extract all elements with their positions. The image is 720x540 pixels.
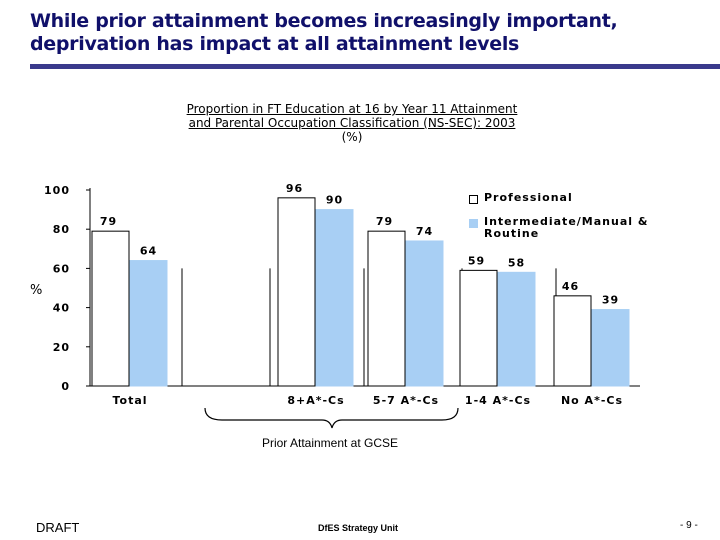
y-tick-label-60: 60 bbox=[53, 262, 70, 275]
footer-draft: DRAFT bbox=[36, 520, 80, 535]
data-label-professional-1: 96 bbox=[286, 182, 303, 195]
x-group-label: Prior Attainment at GCSE bbox=[261, 436, 399, 450]
chart-title-line-1: Proportion in FT Education at 16 by Year… bbox=[186, 102, 518, 116]
footer-page-number: - 9 - bbox=[680, 520, 698, 531]
data-label-professional-2: 79 bbox=[376, 215, 393, 228]
data-label-intermediate-4: 39 bbox=[602, 294, 619, 307]
chart-title: Proportion in FT Education at 16 by Year… bbox=[150, 102, 554, 144]
title-rule bbox=[30, 64, 720, 69]
bar-intermediate-3 bbox=[497, 271, 536, 387]
legend-label-intermediate: Intermediate/Manual & Routine bbox=[484, 215, 649, 240]
x-tick-label-2: 5-7 A*-Cs bbox=[373, 394, 439, 407]
legend-swatch-intermediate bbox=[469, 219, 478, 228]
bar-intermediate-4 bbox=[591, 309, 630, 387]
chart-title-line-3: (%) bbox=[341, 130, 363, 144]
bar-professional-2 bbox=[367, 230, 406, 387]
data-label-professional-3: 59 bbox=[468, 254, 485, 267]
slide-title-line-2: deprivation has impact at all attainment… bbox=[30, 33, 520, 55]
x-tick-label-0: Total bbox=[112, 394, 147, 407]
legend-label-professional: Professional bbox=[484, 191, 573, 204]
data-label-professional-0: 79 bbox=[100, 215, 117, 228]
data-label-intermediate-3: 58 bbox=[508, 256, 525, 269]
x-tick-label-1: 8+A*-Cs bbox=[287, 394, 344, 407]
data-label-professional-4: 46 bbox=[562, 280, 579, 293]
chart-legend: Professional Intermediate/Manual & Routi… bbox=[455, 188, 655, 242]
bar-intermediate-0 bbox=[129, 260, 168, 387]
y-tick-label-20: 20 bbox=[53, 341, 70, 354]
bar-professional-1 bbox=[277, 197, 316, 387]
data-label-intermediate-1: 90 bbox=[326, 194, 343, 207]
bar-intermediate-1 bbox=[315, 209, 354, 387]
slide-title: While prior attainment becomes increasin… bbox=[30, 10, 690, 56]
footer-source: DfES Strategy Unit bbox=[318, 523, 399, 533]
y-tick-label-100: 100 bbox=[44, 184, 70, 197]
bar-professional-4 bbox=[553, 295, 592, 387]
bar-professional-3 bbox=[459, 269, 498, 387]
y-axis-label: % bbox=[30, 283, 42, 298]
bar-intermediate-2 bbox=[405, 240, 444, 387]
data-label-intermediate-0: 64 bbox=[140, 245, 157, 258]
x-tick-label-3: 1-4 A*-Cs bbox=[465, 394, 531, 407]
chart-title-line-2: and Parental Occupation Classification (… bbox=[188, 116, 516, 130]
y-tick-label-40: 40 bbox=[53, 302, 70, 315]
y-tick-label-80: 80 bbox=[53, 223, 70, 236]
legend-swatch-professional bbox=[469, 195, 478, 204]
y-tick-label-0: 0 bbox=[61, 380, 70, 393]
legend-item-intermediate: Intermediate/Manual & Routine bbox=[469, 216, 654, 240]
legend-item-professional: Professional bbox=[469, 192, 573, 204]
slide-title-line-1: While prior attainment becomes increasin… bbox=[30, 10, 618, 32]
x-tick-label-4: No A*-Cs bbox=[561, 394, 623, 407]
bar-professional-0 bbox=[91, 230, 130, 387]
data-label-intermediate-2: 74 bbox=[416, 225, 433, 238]
group-brace bbox=[204, 407, 459, 429]
